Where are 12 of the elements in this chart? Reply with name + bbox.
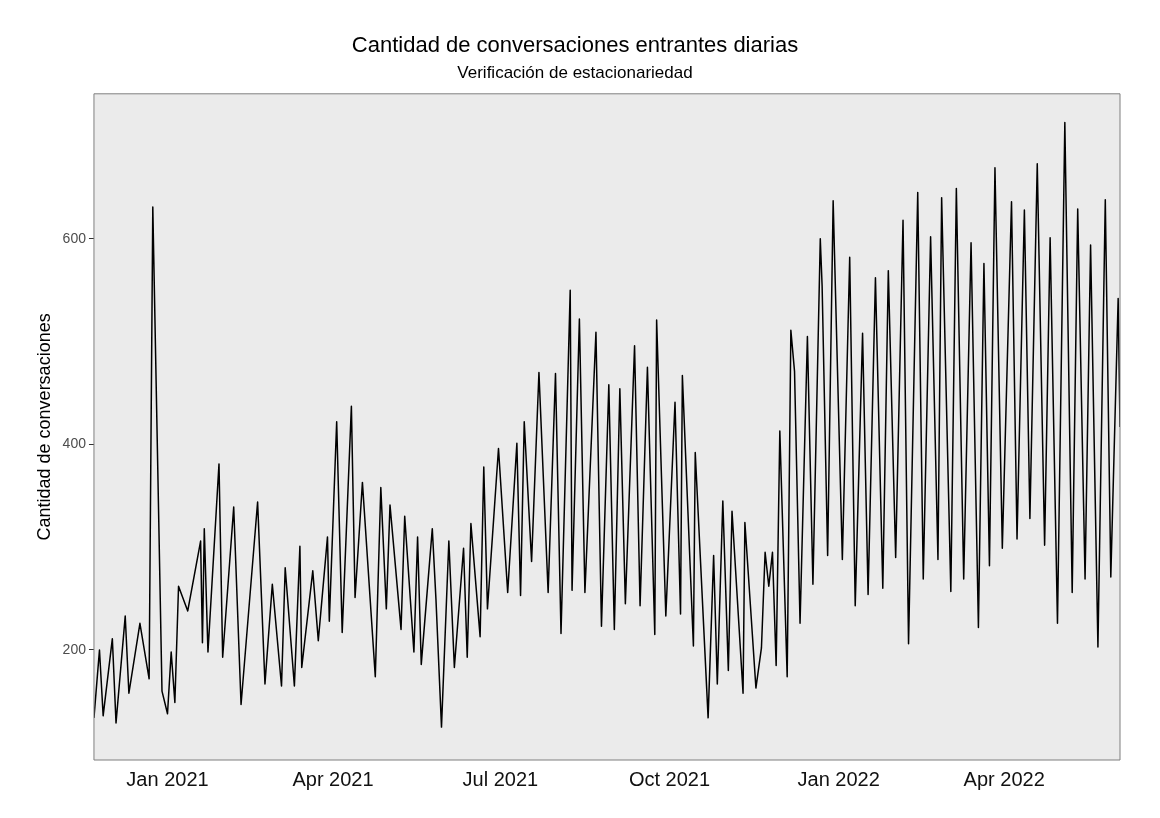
chart-title: Cantidad de conversaciones entrantes diarias	[351, 32, 799, 58]
y-tick-label: 400	[62, 435, 87, 452]
x-tick-label: Jul 2021	[462, 767, 539, 790]
x-tick-label: Apr 2022	[963, 767, 1045, 790]
chart-subtitle: Verificación de estacionariedad	[457, 63, 693, 83]
y-axis-title: Cantidad de conversaciones	[33, 313, 54, 541]
x-tick-label: Oct 2021	[628, 767, 711, 790]
y-tick-label: 600	[62, 229, 87, 246]
x-tick-label: Jan 2021	[126, 767, 209, 790]
x-tick-label: Apr 2021	[292, 767, 374, 790]
y-tick-label: 200	[62, 640, 87, 657]
x-tick-label: Jan 2022	[797, 767, 880, 790]
